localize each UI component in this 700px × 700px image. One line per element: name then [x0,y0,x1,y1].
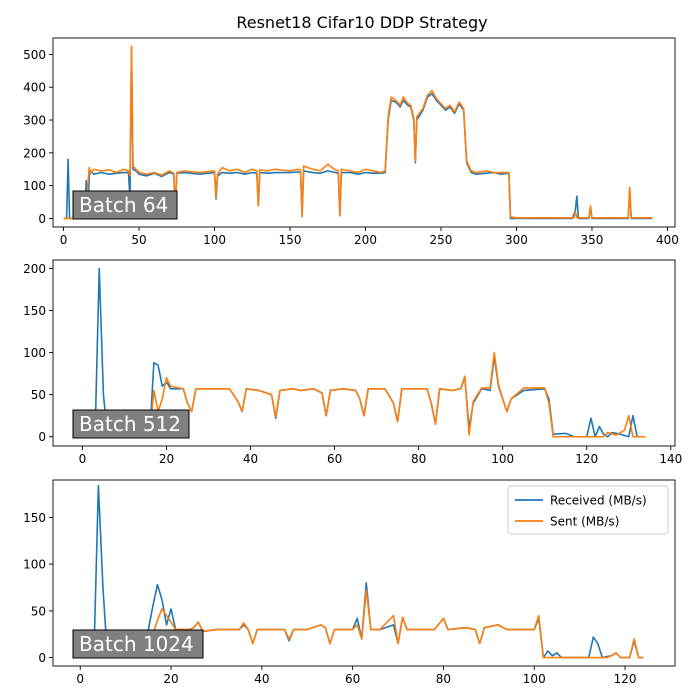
batch-label: Batch 64 [79,193,168,217]
x-tick-label: 60 [327,452,342,466]
y-tick-label: 100 [23,346,46,360]
y-tick-label: 400 [23,81,46,95]
x-tick-label: 140 [659,452,682,466]
x-tick-label: 100 [203,233,226,247]
x-tick-label: 80 [411,452,426,466]
subplot-2: 0 20 40 60 80 100 120 140 0 50 100 150 200 Batch 512 [23,259,682,466]
x-tick-label: 100 [523,672,546,686]
subplot-1: 0 50 100 150 200 250 300 350 400 0 100 200 300 400 500… [23,37,679,247]
x-tick-label: 20 [163,672,178,686]
axes-frame [52,479,676,667]
batch-label: Batch 1024 [79,632,194,656]
chart-title: Resnet18 Cifar10 DDP Strategy [236,13,487,32]
batch-badge [72,629,204,659]
y-tick-label: 0 [38,651,46,665]
subplot-3: 0 20 40 60 80 100 120 0 50 100 150 Batch 1024 Receiv… [23,479,676,686]
subplots: 0 50 100 150 200 250 300 350 4000100200300400500… [23,37,682,686]
batch-label: Batch 512 [79,412,181,436]
sent-series-line [82,351,646,438]
x-tick-label: 120 [575,452,598,466]
y-tick-label: 50 [31,604,46,618]
y-tick-label: 100 [23,558,46,572]
x-tick-label: 80 [436,672,451,686]
x-tick-label: 0 [76,672,84,686]
batch-badge [72,409,190,439]
x-tick-label: 300 [505,233,528,247]
y-tick-label: 0 [38,430,46,444]
sent-series-line [63,45,653,220]
x-tick-label: 40 [254,672,269,686]
batch-badge [72,190,178,220]
x-tick-label: 40 [243,452,258,466]
y-tick-label: 100 [23,179,46,193]
legend-label: Sent (MB/s) [550,515,619,529]
y-tick-label: 150 [23,511,46,525]
x-tick-label: 0 [60,233,68,247]
axes-frame [52,37,676,228]
y-tick-label: 50 [31,388,46,402]
x-tick-label: 400 [656,233,679,247]
x-tick-label: 60 [345,672,360,686]
legend: Received (MB/s) Sent (MB/s) [507,485,669,535]
y-tick-label: 200 [23,146,46,160]
x-tick-label: 20 [159,452,174,466]
y-tick-label: 0 [38,212,46,226]
x-tick-label: 350 [581,233,604,247]
legend-label: Received (MB/s) [550,494,647,508]
y-tick-label: 150 [23,304,46,318]
x-tick-label: 200 [354,233,377,247]
x-tick-label: 250 [430,233,453,247]
x-tick-label: 50 [131,233,146,247]
x-tick-label: 120 [614,672,637,686]
received-series-line [80,484,644,659]
x-tick-label: 100 [491,452,514,466]
y-tick-label: 500 [23,48,46,62]
x-tick-label: 150 [279,233,302,247]
sent-series-line [80,589,644,659]
x-tick-label: 0 [79,452,87,466]
y-tick-label: 300 [23,114,46,128]
y-tick-label: 200 [23,262,46,276]
